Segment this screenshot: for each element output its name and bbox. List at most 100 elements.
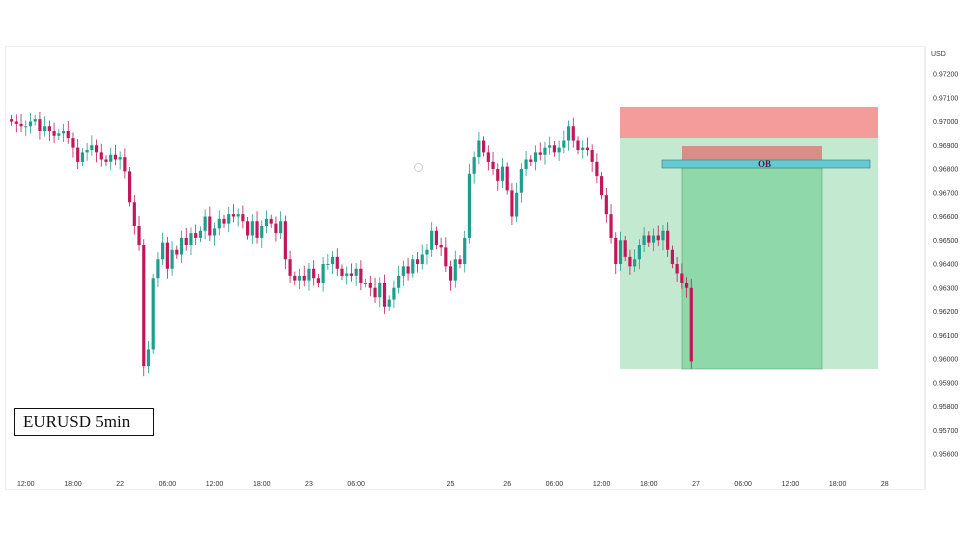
candle-body (231, 214, 236, 217)
candle-body (684, 283, 689, 288)
candle (543, 141, 547, 165)
candle-body (302, 275, 306, 281)
candle (279, 211, 283, 239)
candle (189, 227, 193, 255)
candle (689, 279, 693, 369)
candle-body (378, 283, 382, 298)
candle-body (236, 214, 240, 217)
currency-label: USD (931, 51, 946, 58)
candle-body (161, 242, 165, 260)
candle (330, 251, 335, 274)
candle-body (382, 283, 387, 307)
candle-body (179, 237, 184, 255)
candle-body (618, 240, 623, 264)
candle (420, 244, 424, 270)
candle (28, 112, 33, 134)
time-tick-label: 23 (305, 481, 313, 488)
time-tick-label: 06:00 (734, 481, 752, 488)
candle (227, 207, 231, 233)
candle (566, 120, 571, 151)
candle-body (274, 223, 278, 234)
candle (590, 144, 594, 172)
candle-body (28, 121, 33, 127)
candle (576, 136, 580, 155)
candle (345, 266, 349, 285)
candle-body (24, 126, 28, 128)
candle (472, 151, 476, 184)
candle (524, 150, 528, 177)
candle (43, 116, 47, 137)
candle (14, 114, 18, 133)
candle-body (557, 147, 561, 153)
candle (297, 268, 302, 290)
candle-body (675, 264, 679, 274)
candle-body (38, 119, 42, 131)
candle (392, 280, 396, 309)
candle-body (189, 233, 193, 245)
price-tick-label: 0.96400 (933, 262, 958, 269)
price-tick-label: 0.95700 (933, 428, 958, 435)
candle (33, 114, 37, 126)
price-tick-label: 0.96900 (933, 143, 958, 150)
candle-body (529, 159, 533, 162)
candle (151, 273, 155, 354)
candle-body (194, 233, 198, 238)
candle (548, 136, 552, 155)
candle (538, 142, 542, 161)
candle (293, 271, 297, 285)
candle-body (43, 126, 47, 131)
candle (156, 252, 160, 287)
candle-body (637, 245, 641, 260)
candle-body (628, 256, 632, 267)
candle (430, 222, 434, 257)
candle-body (297, 275, 302, 281)
candle (463, 230, 467, 273)
candle-body (623, 240, 627, 257)
candle (250, 214, 254, 245)
candle (142, 239, 146, 377)
candle (510, 183, 514, 226)
candle (57, 129, 61, 141)
time-tick-label: 18:00 (829, 481, 847, 488)
candle-body (453, 259, 457, 281)
candle-body (217, 218, 221, 229)
price-axis (925, 46, 966, 490)
candle (76, 139, 80, 169)
candle (288, 250, 292, 283)
time-tick-label: 22 (116, 481, 124, 488)
candle-body (633, 259, 637, 267)
candle (326, 254, 330, 270)
candle-body (604, 195, 608, 215)
candle-body (104, 159, 108, 162)
candle-body (94, 145, 99, 153)
candle (637, 239, 641, 270)
candle (184, 227, 188, 251)
candle-body (156, 259, 160, 279)
price-tick-label: 0.96700 (933, 190, 958, 197)
candle (283, 215, 287, 270)
candle-body (670, 249, 674, 264)
candle-body (614, 237, 618, 264)
candle-body (128, 171, 132, 203)
candle-body (345, 273, 349, 276)
candle (368, 275, 372, 297)
candle (349, 263, 354, 282)
candle-body (482, 140, 486, 153)
candle (71, 132, 75, 158)
candle-body (85, 150, 89, 153)
candle (316, 273, 320, 288)
candle (486, 145, 490, 171)
candle (661, 225, 665, 251)
price-tick-label: 0.95600 (933, 452, 958, 459)
candle-body (99, 152, 103, 160)
candle-body (496, 169, 500, 181)
candle-body (279, 221, 283, 234)
candle-body (321, 264, 325, 283)
candle-body (415, 259, 420, 264)
candle (170, 241, 174, 276)
candle-body (515, 192, 519, 217)
candle (571, 117, 575, 148)
candle-body (538, 152, 542, 155)
candle (10, 114, 14, 126)
